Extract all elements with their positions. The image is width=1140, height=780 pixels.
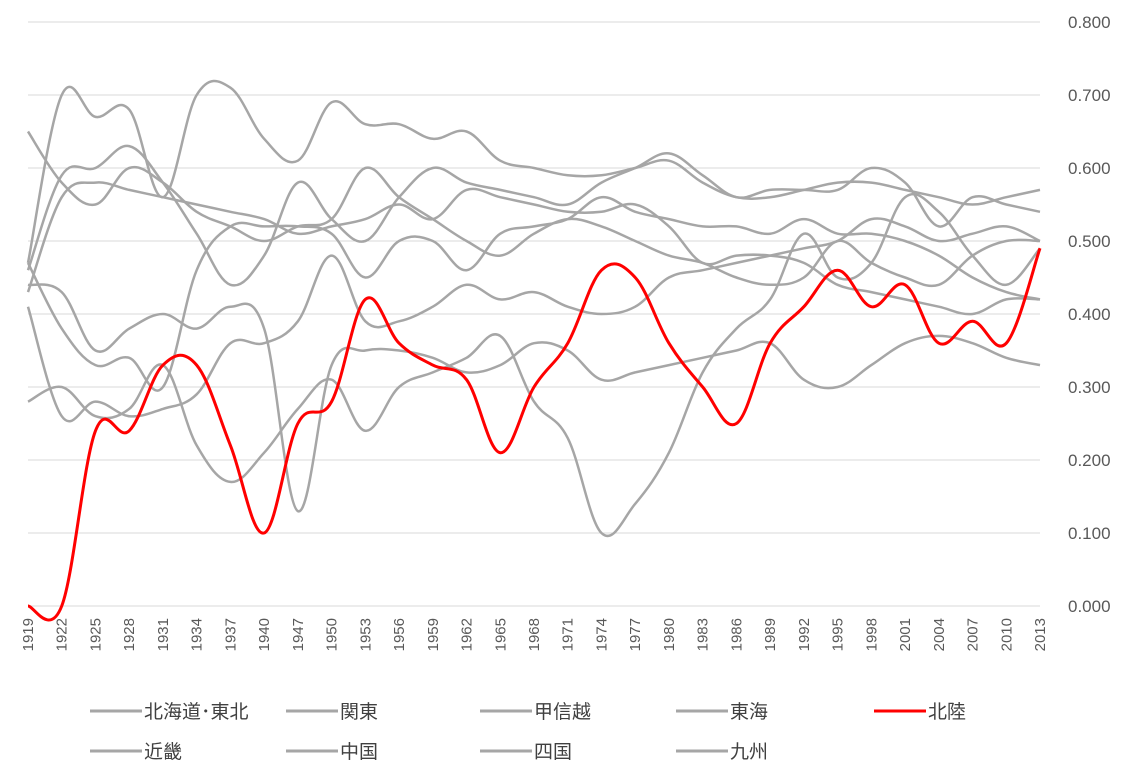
series-line-近畿: [27, 192, 1041, 537]
x-tick-label: 1992: [796, 618, 813, 651]
legend-label: 東海: [730, 701, 768, 723]
x-tick-label: 1983: [695, 618, 712, 651]
x-tick-label: 2001: [897, 618, 914, 651]
x-tick-label: 1947: [290, 618, 307, 651]
x-tick-label: 1956: [391, 618, 408, 651]
series-line-東海: [26, 181, 1041, 316]
series-line-四国: [26, 217, 1041, 423]
y-tick-label: 0.000: [1068, 597, 1111, 616]
series-line-北陸: [27, 247, 1042, 622]
x-tick-label: 1925: [87, 618, 104, 651]
series-line-甲信越: [26, 144, 1041, 287]
legend-entry: 関東: [286, 701, 378, 723]
legend-label: 北陸: [928, 701, 966, 723]
x-tick-label: 1950: [324, 618, 341, 651]
x-tick-label: 1989: [762, 618, 779, 651]
x-tick-label: 1962: [459, 618, 476, 651]
legend-label: 九州: [730, 741, 768, 763]
x-tick-label: 2004: [931, 618, 948, 651]
y-tick-label: 0.800: [1068, 13, 1111, 32]
legend-entry: 四国: [480, 741, 572, 763]
legend-label: 中国: [340, 741, 378, 763]
legend-entry: 東海: [676, 701, 768, 723]
x-tick-label: 1980: [661, 618, 678, 651]
x-tick-label: 1968: [526, 618, 543, 651]
x-tick-label: 1922: [54, 618, 71, 651]
y-tick-label: 0.400: [1068, 305, 1111, 324]
x-tick-label: 1995: [830, 618, 847, 651]
legend-label: 北海道･東北: [144, 701, 249, 723]
x-tick-label: 1934: [189, 618, 206, 651]
series-line-関東: [26, 79, 1041, 264]
y-tick-label: 0.200: [1068, 451, 1111, 470]
x-tick-label: 1971: [560, 618, 577, 651]
x-tick-label: 1919: [20, 618, 37, 651]
x-tick-label: 1931: [155, 618, 172, 651]
series-line-九州: [26, 195, 1041, 392]
legend-label: 四国: [534, 741, 572, 763]
x-tick-label: 2007: [965, 618, 982, 651]
x-tick-label: 1940: [256, 618, 273, 651]
y-tick-label: 0.500: [1068, 232, 1111, 251]
y-tick-label: 0.600: [1068, 159, 1111, 178]
x-tick-label: 1937: [222, 618, 239, 651]
legend-entry: 甲信越: [480, 701, 591, 723]
y-tick-label: 0.700: [1068, 86, 1111, 105]
x-tick-label: 2013: [1032, 618, 1049, 651]
legend-label: 甲信越: [534, 701, 591, 723]
legend-label: 近畿: [144, 741, 182, 763]
y-tick-label: 0.100: [1068, 524, 1111, 543]
x-axis-tick-labels: 1919 1922 1925 1928 1931 1934 1937 1940 1947 1950…: [20, 618, 1049, 651]
legend-entry: 北陸: [874, 701, 966, 723]
legend-entry: 北海道･東北: [90, 701, 249, 723]
series-line-中国: [27, 283, 1041, 513]
legend-label: 関東: [340, 701, 378, 723]
x-tick-label: 1928: [121, 618, 138, 651]
legend-entry: 中国: [286, 741, 378, 763]
y-tick-label: 0.300: [1068, 378, 1111, 397]
gridlines: [28, 21, 1040, 607]
x-tick-label: 1959: [425, 618, 442, 651]
series-lines: [26, 79, 1042, 622]
x-tick-label: 1986: [728, 618, 745, 651]
x-tick-label: 1965: [492, 618, 509, 651]
legend-entry: 九州: [676, 741, 768, 763]
x-tick-label: 1953: [357, 618, 374, 651]
legend-entry: 近畿: [90, 741, 182, 763]
x-tick-label: 2010: [998, 618, 1015, 651]
x-tick-label: 1998: [863, 618, 880, 651]
y-axis-tick-labels: 0.000 0.100 0.200 0.300 0.400 0.500 0.600 0.700…: [1068, 13, 1111, 616]
x-tick-label: 1974: [593, 618, 610, 651]
x-tick-label: 1977: [627, 618, 644, 651]
